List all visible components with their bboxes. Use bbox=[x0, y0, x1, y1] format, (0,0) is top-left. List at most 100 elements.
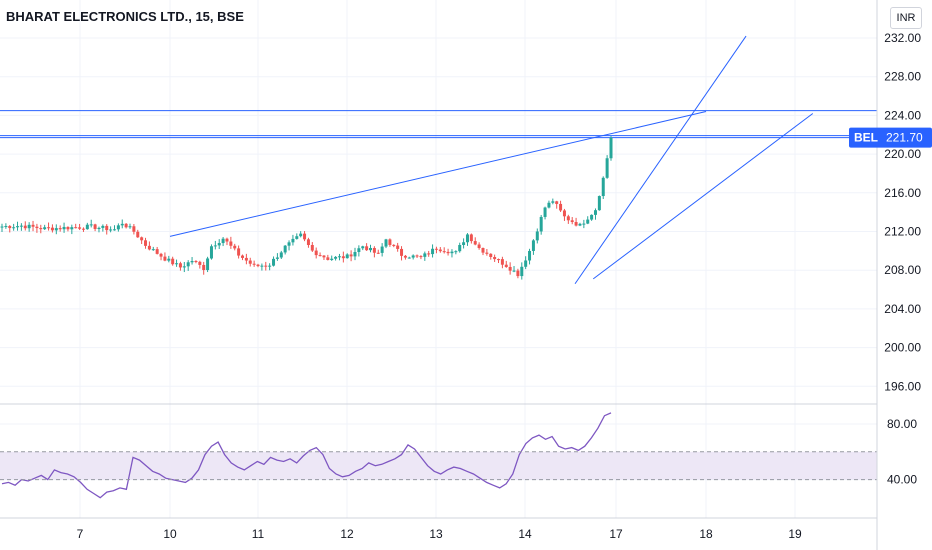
candle-body bbox=[528, 251, 531, 261]
rsi-axis[interactable]: 80.00 40.00 bbox=[887, 417, 917, 487]
candle-body bbox=[322, 256, 325, 258]
candle-body bbox=[373, 248, 376, 253]
candle-body bbox=[82, 229, 85, 230]
candle-body bbox=[4, 226, 7, 227]
candle-body bbox=[187, 262, 190, 266]
last-price-symbol: BEL bbox=[854, 131, 878, 145]
candle-body bbox=[559, 204, 562, 211]
price-axis[interactable]: 232.00 228.00 224.00 220.00 216.00 212.00 208.… bbox=[884, 31, 921, 393]
time-tick-label: 17 bbox=[609, 527, 623, 541]
candle-body bbox=[458, 245, 461, 251]
candle-body bbox=[202, 265, 205, 270]
candle-body bbox=[334, 257, 337, 259]
price-tick-label: 220.00 bbox=[884, 147, 921, 161]
price-tick-label: 200.00 bbox=[884, 341, 921, 355]
candle-body bbox=[427, 253, 430, 254]
candle-body bbox=[175, 263, 178, 264]
candle-body bbox=[160, 254, 163, 257]
candle-body bbox=[125, 224, 128, 227]
price-tick-label: 204.00 bbox=[884, 302, 921, 316]
candle-body bbox=[117, 225, 120, 229]
candle-body bbox=[513, 271, 516, 272]
candle-body bbox=[280, 252, 283, 257]
candle-body bbox=[377, 253, 380, 254]
candle-body bbox=[536, 231, 539, 240]
candle-body bbox=[547, 203, 550, 208]
candle-body bbox=[466, 234, 469, 242]
candle-body bbox=[140, 237, 143, 240]
candle-body bbox=[260, 266, 263, 267]
candle-body bbox=[47, 227, 50, 228]
candle-body bbox=[454, 251, 457, 252]
candle-body bbox=[237, 248, 240, 255]
candle-body bbox=[544, 208, 547, 217]
candle-body bbox=[113, 229, 116, 230]
candle-body bbox=[28, 225, 31, 228]
candle-body bbox=[218, 243, 221, 245]
candle-body bbox=[148, 246, 151, 250]
candle-body bbox=[156, 249, 159, 254]
candle-body bbox=[288, 242, 291, 245]
rsi-tick-label: 80.00 bbox=[887, 417, 917, 431]
time-axis[interactable]: 7 10 11 12 13 14 17 18 19 bbox=[77, 527, 802, 541]
price-tick-label: 216.00 bbox=[884, 186, 921, 200]
candle-body bbox=[194, 261, 197, 262]
candle-body bbox=[478, 244, 481, 248]
trendlines[interactable] bbox=[170, 36, 813, 284]
candle-body bbox=[183, 266, 186, 267]
candle-body bbox=[171, 259, 174, 265]
candle-body bbox=[357, 248, 360, 252]
candle-body bbox=[55, 228, 58, 230]
candle-body bbox=[610, 138, 613, 159]
candle-body bbox=[144, 240, 147, 246]
candle-body bbox=[462, 242, 465, 245]
candle-body bbox=[520, 267, 523, 276]
candle-body bbox=[435, 249, 438, 250]
candle-body bbox=[245, 258, 248, 261]
candle-body bbox=[97, 228, 100, 229]
candle-body bbox=[404, 256, 407, 258]
candle-body bbox=[257, 265, 260, 266]
candle-body bbox=[90, 224, 93, 225]
candle-body bbox=[66, 227, 69, 229]
candle-body bbox=[163, 257, 166, 261]
candle-body bbox=[590, 215, 593, 220]
candle-body bbox=[191, 261, 194, 262]
candle-body bbox=[136, 232, 139, 238]
candle-body bbox=[264, 266, 267, 267]
horizontal-lines[interactable] bbox=[0, 111, 877, 138]
time-tick-label: 19 bbox=[788, 527, 802, 541]
currency-button[interactable]: INR bbox=[890, 7, 922, 29]
candle-body bbox=[505, 265, 508, 267]
candle-body bbox=[396, 246, 399, 249]
candle-body bbox=[129, 226, 132, 227]
candle-body bbox=[16, 226, 19, 227]
candle-body bbox=[412, 255, 415, 257]
candle-body bbox=[555, 201, 558, 204]
candle-body bbox=[229, 242, 232, 246]
candle-body bbox=[70, 227, 73, 229]
time-tick-label: 14 bbox=[518, 527, 532, 541]
time-tick-label: 12 bbox=[340, 527, 354, 541]
candle-body bbox=[307, 239, 310, 245]
candle-body bbox=[78, 227, 81, 228]
candle-body bbox=[450, 252, 453, 254]
candle-body bbox=[575, 222, 578, 226]
candle-body bbox=[567, 216, 570, 220]
grid bbox=[0, 0, 877, 518]
candle-body bbox=[299, 234, 302, 237]
candle-body bbox=[532, 240, 535, 251]
candle-body bbox=[598, 196, 601, 210]
trendline-upper-wedge bbox=[170, 112, 706, 237]
candle-body bbox=[400, 249, 403, 256]
candle-body bbox=[516, 271, 519, 277]
candle-body bbox=[105, 226, 108, 230]
candle-body bbox=[63, 227, 66, 229]
candle-body bbox=[330, 259, 333, 260]
candle-body bbox=[8, 226, 11, 228]
trendline-steep-channel bbox=[575, 36, 746, 284]
candle-body bbox=[606, 158, 609, 178]
candle-body bbox=[94, 224, 97, 229]
candle-body bbox=[43, 227, 46, 229]
